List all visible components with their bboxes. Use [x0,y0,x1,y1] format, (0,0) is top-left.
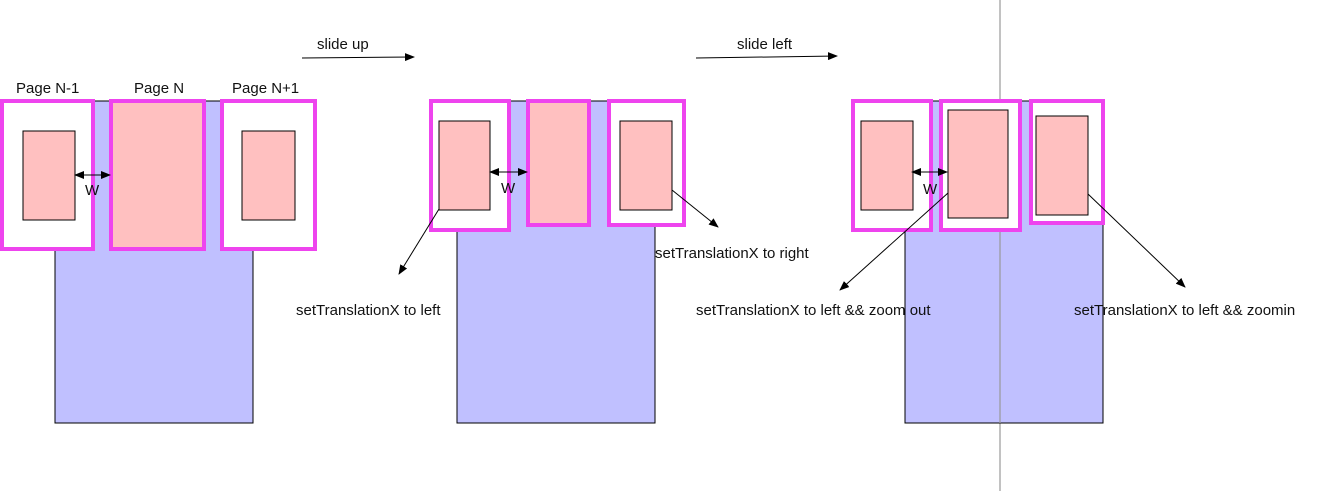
label-translate-left-zoom-out: setTranslationX to left && zoom out [696,302,931,319]
label-slide-left: slide left [737,36,793,53]
stage-initial: W Page N-1 Page N Page N+1 [0,80,317,424]
page-frame-current [526,99,591,227]
gap-label: W [85,182,100,199]
stage-slide-up: W setTranslationX to left setTranslation… [296,99,810,424]
label-translate-left: setTranslationX to left [296,302,441,319]
transition-slide-up: slide up [301,36,415,62]
page-content-prev [22,130,76,221]
page-content-next [241,130,296,221]
gap-label: W [923,181,938,198]
pointer-arrow-left [398,208,440,275]
label-page-prev: Page N-1 [16,80,79,97]
page-content-next [619,120,673,211]
label-slide-up: slide up [317,36,369,53]
page-content-current [947,109,1009,219]
pointer-arrow-right [671,189,719,228]
pointer-arrow-zoom-out [839,192,949,291]
gap-label: W [501,180,516,197]
page-content-prev [860,120,914,211]
page-content-prev [438,120,491,211]
slide-left-arrow [695,52,838,61]
label-translate-left-zoom-in: setTranslationX to left && zoomin [1074,302,1295,319]
label-page-next: Page N+1 [232,80,299,97]
page-content-next [1035,115,1089,216]
stage-slide-left: W setTranslationX to left && zoom out se… [696,99,1295,424]
label-translate-right: setTranslationX to right [655,245,810,262]
slide-up-arrow [301,53,415,62]
page-frame-current [109,99,206,251]
pointer-arrow-zoom-in [1087,193,1186,288]
label-page-current: Page N [134,80,184,97]
transition-slide-left: slide left [695,36,838,61]
